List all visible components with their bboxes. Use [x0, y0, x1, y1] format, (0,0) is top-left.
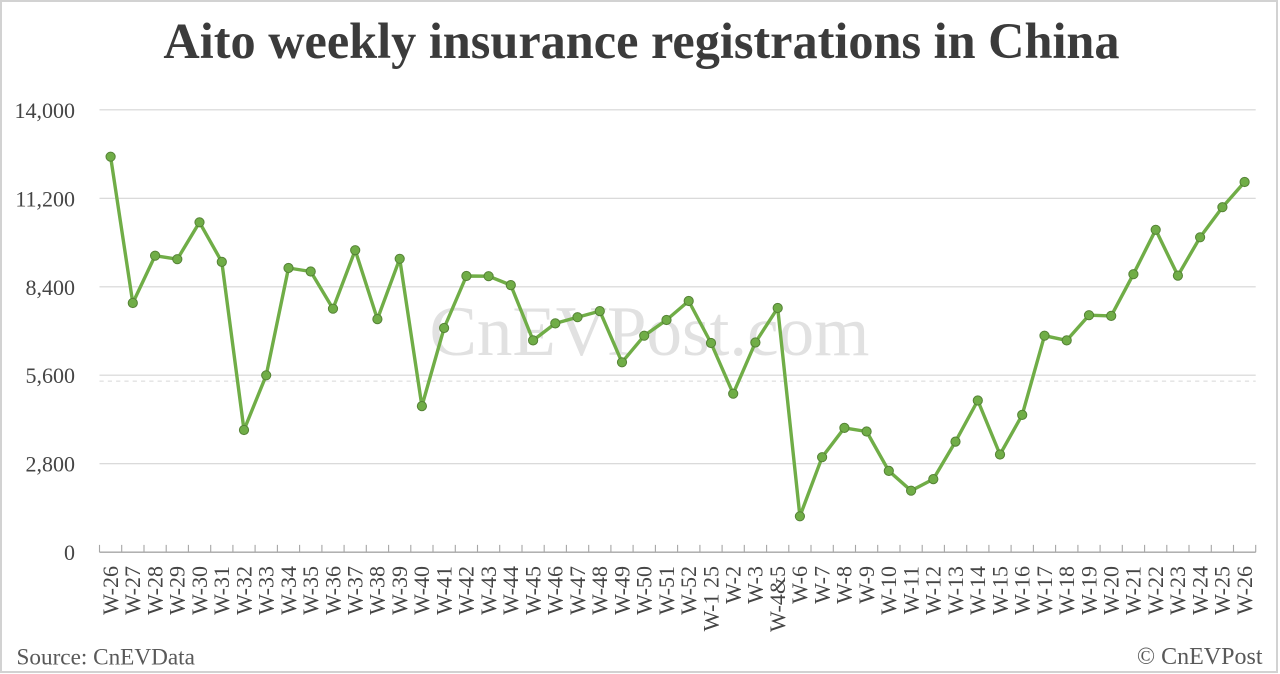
- svg-text:W-29: W-29: [165, 566, 190, 615]
- svg-text:W-11: W-11: [898, 566, 923, 614]
- svg-text:W-20: W-20: [1099, 566, 1124, 615]
- svg-text:0: 0: [64, 540, 75, 565]
- svg-text:2,800: 2,800: [26, 452, 76, 477]
- svg-text:W-49: W-49: [609, 566, 634, 615]
- svg-text:W-51: W-51: [654, 566, 679, 615]
- svg-text:W-45: W-45: [520, 566, 545, 615]
- svg-text:W-3: W-3: [743, 566, 768, 604]
- svg-text:W-1 25: W-1 25: [698, 566, 723, 631]
- svg-text:W-10: W-10: [876, 566, 901, 615]
- svg-text:W-32: W-32: [231, 566, 256, 615]
- svg-text:W-17: W-17: [1032, 566, 1057, 615]
- svg-text:W-31: W-31: [209, 566, 234, 615]
- svg-text:W-14: W-14: [965, 566, 990, 615]
- svg-text:W-18: W-18: [1054, 566, 1079, 615]
- svg-text:W-7: W-7: [809, 566, 834, 604]
- svg-text:5,600: 5,600: [26, 363, 76, 388]
- svg-text:14,000: 14,000: [15, 98, 76, 123]
- svg-text:W-13: W-13: [943, 566, 968, 615]
- svg-text:W-16: W-16: [1010, 566, 1035, 615]
- svg-text:W-6: W-6: [787, 566, 812, 604]
- svg-text:W-23: W-23: [1165, 566, 1190, 615]
- svg-text:W-8: W-8: [832, 566, 857, 604]
- svg-text:W-34: W-34: [276, 566, 301, 615]
- svg-text:© CnEVPost: © CnEVPost: [1137, 644, 1263, 670]
- svg-text:W-26: W-26: [1232, 566, 1257, 615]
- svg-text:W-15: W-15: [987, 566, 1012, 615]
- svg-text:W-19: W-19: [1076, 566, 1101, 615]
- svg-text:W-30: W-30: [187, 566, 212, 615]
- svg-text:W-50: W-50: [632, 566, 657, 615]
- svg-text:W-41: W-41: [431, 566, 456, 615]
- svg-text:W-33: W-33: [254, 566, 279, 615]
- svg-text:W-12: W-12: [921, 566, 946, 615]
- svg-text:Aito weekly insurance registra: Aito weekly insurance registrations in C…: [163, 13, 1119, 69]
- svg-text:W-43: W-43: [476, 566, 501, 615]
- svg-text:W-26: W-26: [98, 566, 123, 615]
- svg-text:W-36: W-36: [320, 566, 345, 615]
- svg-text:8,400: 8,400: [26, 275, 76, 300]
- svg-text:W-40: W-40: [409, 566, 434, 615]
- svg-text:W-37: W-37: [343, 566, 368, 615]
- svg-text:W-38: W-38: [365, 566, 390, 615]
- svg-text:W-35: W-35: [298, 566, 323, 615]
- svg-text:W-46: W-46: [543, 566, 568, 615]
- svg-text:W-27: W-27: [120, 566, 145, 615]
- svg-text:W-21: W-21: [1121, 566, 1146, 615]
- svg-text:W-28: W-28: [142, 566, 167, 615]
- svg-text:W-2: W-2: [721, 566, 746, 604]
- svg-text:W-44: W-44: [498, 566, 523, 615]
- svg-text:W-42: W-42: [454, 566, 479, 615]
- svg-text:W-22: W-22: [1143, 566, 1168, 615]
- svg-text:W-24: W-24: [1187, 566, 1212, 615]
- svg-text:W-25: W-25: [1210, 566, 1235, 615]
- svg-text:11,200: 11,200: [15, 186, 75, 211]
- svg-text:W-52: W-52: [676, 566, 701, 615]
- svg-text:W-39: W-39: [387, 566, 412, 615]
- svg-text:W-48: W-48: [587, 566, 612, 615]
- svg-text:W-4&5: W-4&5: [765, 566, 790, 632]
- svg-text:W-9: W-9: [854, 566, 879, 604]
- svg-text:W-47: W-47: [565, 566, 590, 615]
- svg-text:Source: CnEVData: Source: CnEVData: [17, 645, 195, 671]
